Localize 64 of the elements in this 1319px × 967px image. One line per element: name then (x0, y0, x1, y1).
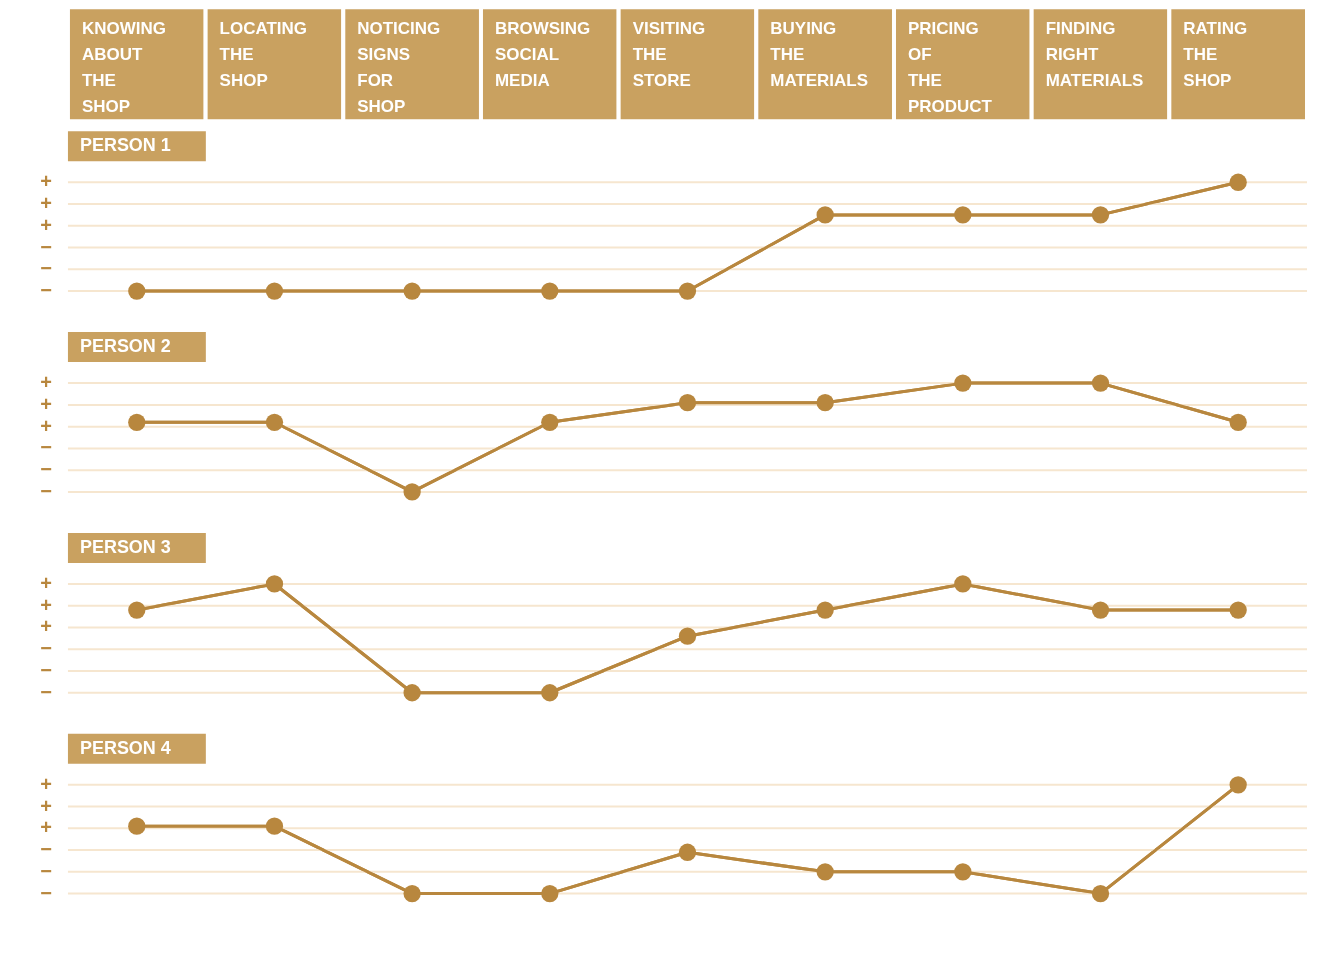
text: + (40, 593, 52, 616)
point (541, 413, 559, 431)
chart-title: PERSON 4 (79, 737, 171, 758)
point (816, 863, 834, 881)
x-tick-label: LOCATING THE SHOP (219, 19, 307, 91)
text: + (40, 816, 52, 839)
text: − (40, 637, 52, 660)
point (1091, 601, 1110, 619)
point (128, 817, 146, 835)
text: − (40, 838, 52, 861)
point (954, 863, 972, 881)
text: − (40, 859, 52, 882)
text: + (40, 794, 52, 817)
x-tick-label: VISITING THE STORE (632, 19, 706, 91)
text: + (40, 371, 52, 394)
text: + (40, 192, 52, 215)
x-tick-label: PRICING OF THE PRODUCT (907, 19, 993, 117)
text: + (40, 615, 52, 638)
point (265, 575, 284, 593)
text: − (40, 680, 52, 703)
text: − (40, 257, 52, 280)
text: − (40, 235, 52, 258)
point (816, 394, 834, 412)
text: + (40, 170, 52, 193)
point (403, 884, 421, 903)
chart-title: PERSON 1 (79, 135, 171, 156)
point (128, 413, 146, 431)
point (1229, 776, 1247, 794)
text: − (40, 279, 52, 302)
point (403, 483, 421, 501)
text: − (40, 458, 52, 481)
point (1091, 374, 1110, 392)
text: − (40, 881, 52, 904)
x-tick-label: BUYING THE MATERIALS (770, 19, 869, 91)
x-tick-label: NOTICING SIGNS FOR SHOP (357, 19, 441, 117)
text: + (40, 772, 52, 795)
point (678, 843, 697, 861)
chart-title: PERSON 3 (79, 536, 171, 557)
text: − (40, 479, 52, 502)
point (128, 601, 146, 619)
point (816, 601, 834, 619)
point (1091, 884, 1110, 903)
point (541, 684, 559, 702)
point (678, 394, 697, 412)
point (1229, 413, 1247, 431)
x-tick-label: BROWSING SOCIAL MEDIA (494, 19, 591, 91)
point (403, 684, 421, 702)
text: + (40, 414, 52, 437)
point (954, 575, 972, 593)
text: − (40, 658, 52, 681)
point (265, 817, 284, 835)
x-tick-label: FINDING RIGHT MATERIALS (1045, 19, 1144, 91)
point (265, 413, 284, 431)
x-tick-label: KNOWING ABOUT THE SHOP (81, 19, 166, 117)
x-tick-label: RATING THE SHOP (1183, 19, 1248, 91)
point (1229, 601, 1247, 619)
point (541, 884, 559, 903)
point (954, 374, 972, 392)
text: + (40, 213, 52, 236)
point (678, 627, 697, 645)
text: + (40, 392, 52, 415)
text: + (40, 571, 52, 594)
chart-title: PERSON 2 (79, 336, 171, 357)
text: − (40, 436, 52, 459)
